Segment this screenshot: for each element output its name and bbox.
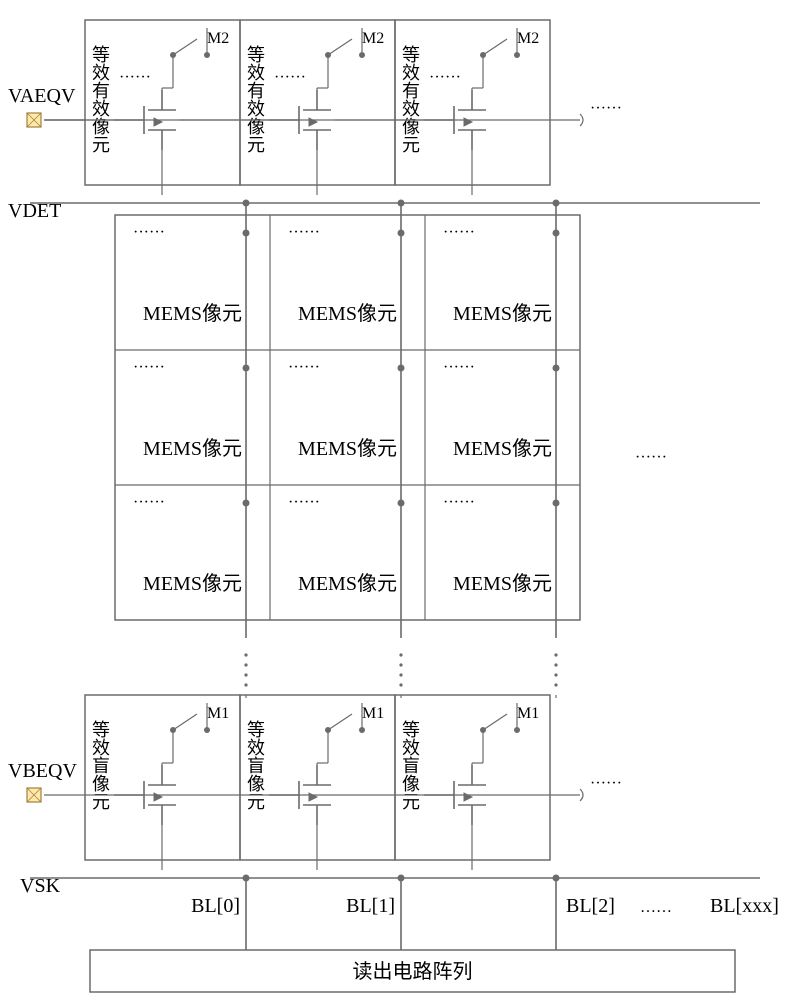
bot-pixel-vlabel: 等效盲像元 <box>245 720 265 810</box>
svg-text:M2: M2 <box>517 30 539 47</box>
blx-label: BL[xxx] <box>710 895 779 917</box>
mems-cell-label: MEMS像元 <box>143 437 242 460</box>
top-pixel-vlabel: 等效有效像元 <box>245 45 265 153</box>
bot-pixel-vlabel: 等效盲像元 <box>400 720 420 810</box>
top-row-ellipsis: …… <box>590 96 622 113</box>
svg-text:······: ······ <box>443 494 475 511</box>
mems-cell-label: MEMS像元 <box>298 572 397 595</box>
bl-ellipsis: …… <box>640 899 672 916</box>
mems-cell-label: MEMS像元 <box>453 437 552 460</box>
bot-row-ellipsis: …… <box>590 771 622 788</box>
svg-text:······: ······ <box>119 69 151 86</box>
svg-text:······: ······ <box>443 359 475 376</box>
svg-text:······: ······ <box>274 69 306 86</box>
svg-text:M2: M2 <box>362 30 384 47</box>
mems-cell-label: MEMS像元 <box>143 572 242 595</box>
svg-text:M1: M1 <box>207 705 229 722</box>
circuit-diagram: 等效有效像元 M2 ······ 等效有效像元 M2 ······ 等效有效像元 M2 ····… <box>0 0 785 1000</box>
svg-text:······: ······ <box>429 69 461 86</box>
svg-text:······: ······ <box>288 224 320 241</box>
bot-pixel-vlabel: 等效盲像元 <box>90 720 110 810</box>
mems-ellipsis: …… <box>635 445 667 462</box>
bl0-label: BL[0] <box>191 895 240 917</box>
svg-text:······: ······ <box>288 494 320 511</box>
top-pixel-vlabel: 等效有效像元 <box>90 45 110 153</box>
svg-text:M2: M2 <box>207 30 229 47</box>
bl1-label: BL[1] <box>346 895 395 917</box>
vaeqv-label: VAEQV <box>8 85 76 107</box>
top-pixel-vlabel: 等效有效像元 <box>400 45 420 153</box>
mems-cell-label: MEMS像元 <box>143 302 242 325</box>
readout-label: 读出电路阵列 <box>353 960 473 983</box>
mems-cell-label: MEMS像元 <box>453 302 552 325</box>
svg-text:······: ······ <box>133 494 165 511</box>
svg-text:M1: M1 <box>362 705 384 722</box>
vbeqv-label: VBEQV <box>8 760 77 782</box>
mems-cell-label: MEMS像元 <box>298 437 397 460</box>
svg-text:······: ······ <box>133 359 165 376</box>
svg-text:······: ······ <box>288 359 320 376</box>
bl2-label: BL[2] <box>566 895 615 917</box>
mems-cell-label: MEMS像元 <box>298 302 397 325</box>
mems-cell-label: MEMS像元 <box>453 572 552 595</box>
svg-text:······: ······ <box>133 224 165 241</box>
svg-text:······: ······ <box>443 224 475 241</box>
svg-text:M1: M1 <box>517 705 539 722</box>
